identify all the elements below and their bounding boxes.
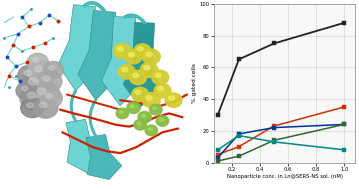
Polygon shape	[58, 5, 98, 91]
Ellipse shape	[27, 53, 48, 71]
Ellipse shape	[134, 119, 146, 130]
Ellipse shape	[155, 73, 161, 77]
Ellipse shape	[153, 107, 157, 110]
Ellipse shape	[127, 102, 140, 113]
Ellipse shape	[16, 82, 37, 100]
Ellipse shape	[20, 86, 49, 111]
Ellipse shape	[135, 90, 141, 94]
Polygon shape	[66, 119, 102, 174]
Ellipse shape	[28, 60, 55, 83]
Ellipse shape	[116, 108, 129, 119]
Ellipse shape	[21, 98, 44, 118]
Ellipse shape	[132, 87, 149, 102]
Ellipse shape	[140, 62, 158, 77]
Ellipse shape	[152, 70, 169, 85]
Ellipse shape	[157, 86, 163, 91]
Ellipse shape	[40, 89, 62, 108]
X-axis label: Nanoparticle conc. in Ln@SERS-NS sol. (nM): Nanoparticle conc. in Ln@SERS-NS sol. (n…	[227, 174, 342, 179]
Polygon shape	[101, 17, 141, 106]
Ellipse shape	[113, 43, 131, 59]
Polygon shape	[123, 22, 159, 108]
Ellipse shape	[24, 70, 31, 76]
Ellipse shape	[125, 50, 142, 64]
Ellipse shape	[130, 70, 146, 85]
Polygon shape	[78, 10, 118, 100]
Ellipse shape	[29, 81, 60, 108]
Ellipse shape	[28, 78, 38, 85]
Ellipse shape	[134, 44, 151, 58]
Ellipse shape	[18, 65, 42, 86]
Ellipse shape	[46, 94, 52, 98]
Ellipse shape	[154, 84, 171, 98]
Ellipse shape	[165, 93, 182, 107]
Ellipse shape	[144, 65, 150, 70]
Ellipse shape	[146, 52, 152, 57]
Ellipse shape	[159, 118, 163, 121]
Ellipse shape	[22, 86, 28, 91]
Ellipse shape	[36, 70, 62, 92]
Ellipse shape	[33, 97, 58, 118]
Ellipse shape	[122, 67, 128, 72]
Ellipse shape	[39, 103, 47, 108]
Ellipse shape	[137, 122, 141, 125]
Ellipse shape	[20, 71, 53, 99]
Y-axis label: % gated cells: % gated cells	[192, 63, 196, 103]
Ellipse shape	[48, 66, 55, 70]
Ellipse shape	[43, 61, 64, 78]
Ellipse shape	[138, 112, 151, 123]
Ellipse shape	[156, 116, 169, 126]
Ellipse shape	[146, 96, 152, 100]
Ellipse shape	[130, 105, 134, 108]
Ellipse shape	[33, 58, 39, 62]
Ellipse shape	[143, 93, 160, 108]
Ellipse shape	[148, 128, 152, 130]
Ellipse shape	[27, 92, 36, 98]
Polygon shape	[86, 134, 122, 180]
Ellipse shape	[143, 49, 160, 64]
Ellipse shape	[137, 47, 143, 51]
Ellipse shape	[133, 73, 139, 77]
Ellipse shape	[34, 66, 42, 72]
Ellipse shape	[145, 125, 158, 136]
Ellipse shape	[129, 52, 134, 57]
Ellipse shape	[168, 96, 174, 100]
Ellipse shape	[150, 104, 162, 115]
Ellipse shape	[118, 65, 135, 79]
Ellipse shape	[37, 88, 46, 94]
Ellipse shape	[27, 103, 33, 108]
Ellipse shape	[117, 46, 123, 51]
Ellipse shape	[119, 111, 123, 113]
Ellipse shape	[141, 114, 145, 117]
Ellipse shape	[42, 76, 50, 81]
